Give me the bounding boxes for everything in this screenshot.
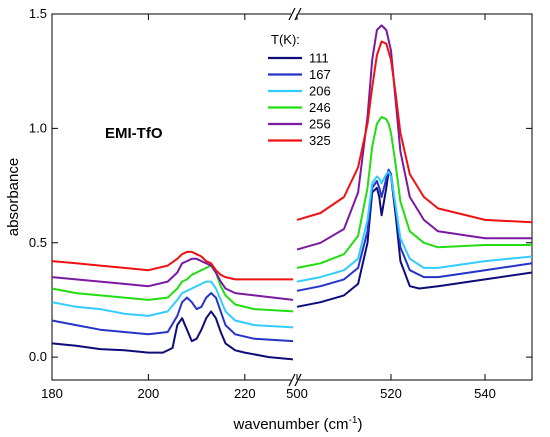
series-line-206-left xyxy=(51,280,294,329)
x-tick-label: 500 xyxy=(286,386,308,401)
series-line-167-right xyxy=(296,168,533,292)
axis-break-mark xyxy=(288,373,296,387)
ticks-layer: 0.0 0.5 1.0 1.5 180 200 220 500 520 540 xyxy=(29,6,532,401)
legend-label-111: 111 xyxy=(309,51,329,66)
x-axis-title: wavenumber (cm-1) xyxy=(233,415,363,433)
series-layer xyxy=(51,24,533,361)
series-line-325-left xyxy=(51,250,293,281)
axis-break-mark xyxy=(288,7,296,21)
axis-break-gap xyxy=(291,11,299,17)
y-tick-label: 0.0 xyxy=(29,349,47,364)
legend-label-246: 246 xyxy=(309,100,331,115)
plot-area: 0.0 0.5 1.0 1.5 180 200 220 500 520 540 xyxy=(29,6,533,401)
y-axis-title: absorbance xyxy=(5,158,22,236)
plot-frame xyxy=(51,13,533,381)
legend-label-325: 325 xyxy=(309,133,331,148)
series-line-246-right xyxy=(296,115,532,269)
y-tick-label: 1.5 xyxy=(29,6,47,21)
legend-label-206: 206 xyxy=(309,84,331,99)
series-line-206-right xyxy=(296,170,533,283)
x-tick-label: 520 xyxy=(380,386,402,401)
x-tick-label: 200 xyxy=(138,386,160,401)
axis-break-top xyxy=(288,7,302,21)
axis-break-mark xyxy=(294,373,302,387)
x-axis-title-close: ) xyxy=(357,416,362,433)
x-tick-label: 180 xyxy=(41,386,63,401)
y-tick-label: 0.5 xyxy=(29,235,47,250)
axis-break-mark xyxy=(294,7,302,21)
series-line-167-left xyxy=(51,292,294,343)
series-line-246-left xyxy=(51,264,294,313)
series-line-325-right xyxy=(296,40,533,224)
legend-label-167: 167 xyxy=(309,67,331,82)
series-line-111-left xyxy=(51,310,294,361)
series-line-111-right xyxy=(296,170,533,308)
axis-break-gap xyxy=(291,377,299,383)
legend-title: T(K): xyxy=(271,32,300,47)
chart-annotation: EMI-TfO xyxy=(105,125,163,142)
x-axis-title-superscript: -1 xyxy=(349,415,358,426)
legend-label-256: 256 xyxy=(309,117,331,132)
x-tick-label: 220 xyxy=(234,386,256,401)
x-axis-title-text: wavenumber (cm xyxy=(233,416,349,433)
series-line-256-left xyxy=(51,257,294,301)
y-tick-label: 1.0 xyxy=(29,120,47,135)
x-tick-label: 540 xyxy=(474,386,496,401)
axis-break-bottom xyxy=(288,373,302,387)
series-line-256-right xyxy=(296,24,532,251)
